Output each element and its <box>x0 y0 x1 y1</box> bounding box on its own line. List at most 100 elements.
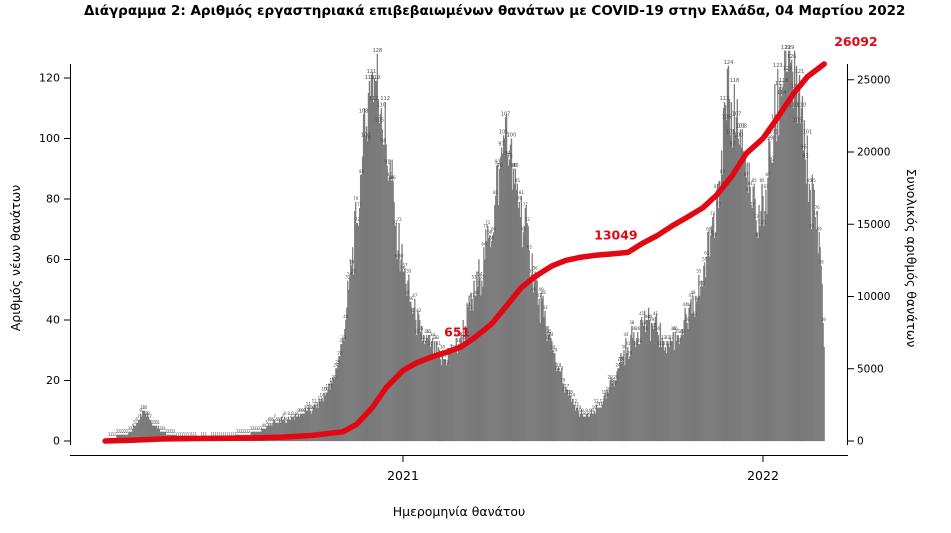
bar-label: 6 <box>277 417 280 422</box>
bar-label: 46 <box>408 296 414 301</box>
bar-label: 72 <box>525 217 531 222</box>
bar-label: 1 <box>230 432 233 437</box>
bar-label: 1 <box>234 432 237 437</box>
bar-label: 112 <box>380 96 390 102</box>
bar-label: 34 <box>454 332 460 337</box>
bar-label: 26 <box>617 356 623 361</box>
right-tick-label: 0 <box>857 436 864 448</box>
bar-label: 2 <box>124 429 127 434</box>
bar-label: 47 <box>412 293 418 298</box>
bar-label: 61 <box>704 251 710 256</box>
bar-label: 14 <box>320 393 326 398</box>
bar-label: 33 <box>661 335 667 340</box>
bar-label: 37 <box>651 323 657 328</box>
bar-label: 107 <box>732 111 742 117</box>
bar-label: 31 <box>428 341 434 346</box>
bar-label: 54 <box>477 272 483 277</box>
bar-label: 1 <box>220 432 223 437</box>
bar-label: 114 <box>777 90 787 96</box>
bar-label: 16 <box>322 387 328 392</box>
bar-label: 33 <box>432 335 438 340</box>
bar-label: 41 <box>653 311 659 316</box>
bar-label: 11 <box>596 402 602 407</box>
bar-label: 84 <box>748 181 754 186</box>
bar-label: 5 <box>153 420 156 425</box>
bar-label: 48 <box>473 290 479 295</box>
bar-label: 43 <box>542 305 548 310</box>
bar-label: 53 <box>345 275 351 280</box>
bar-label: 1 <box>175 432 178 437</box>
bar-label: 9 <box>139 408 142 413</box>
bar-label: 2 <box>236 429 239 434</box>
bar-label: 3 <box>250 426 253 431</box>
bar-label: 33 <box>341 335 347 340</box>
bar-label: 18 <box>612 381 618 386</box>
bar-label: 28 <box>627 350 633 355</box>
bar-label: 15 <box>602 390 608 395</box>
right-tick-label: 15000 <box>857 219 890 231</box>
bar-label: 1 <box>114 432 117 437</box>
bar-label: 76 <box>815 205 821 210</box>
bar-label: 44 <box>686 302 692 307</box>
bar-label: 42 <box>410 308 416 313</box>
bar-label: 11 <box>306 402 312 407</box>
bar-label: 85 <box>752 178 758 183</box>
bar-label: 47 <box>688 293 694 298</box>
bar-label: 2 <box>169 429 172 434</box>
bar-label: 33 <box>665 335 671 340</box>
right-tick-label: 20000 <box>857 147 890 159</box>
bar-label: 11 <box>316 402 322 407</box>
bar-label: 100 <box>507 133 517 139</box>
bar-label: 23 <box>554 365 560 370</box>
x-axis-title: Ημερομηνία θανάτου <box>393 504 526 519</box>
bar-label: 1 <box>226 432 229 437</box>
bar-label: 32 <box>339 338 345 343</box>
bar-label: 28 <box>337 350 343 355</box>
bar-label: 33 <box>420 335 426 340</box>
bar-label: 2 <box>116 429 119 434</box>
bar-label: 58 <box>819 260 825 265</box>
bar-label: 7 <box>137 414 140 419</box>
bar-label: 41 <box>639 311 645 316</box>
bar-label: 96 <box>800 145 806 151</box>
bar-label: 3 <box>159 426 162 431</box>
bar-label: 56 <box>400 266 406 271</box>
bar-label: 68 <box>487 229 493 234</box>
bar-label: 70 <box>809 223 815 228</box>
bar-label: 47 <box>537 293 543 298</box>
bar-label: 58 <box>349 260 355 265</box>
bar-label: 67 <box>712 232 718 237</box>
bar-label: 10 <box>310 405 316 410</box>
bar-label: 7 <box>293 414 296 419</box>
bar-label: 38 <box>629 320 635 325</box>
bar-label: 27 <box>442 353 448 358</box>
line-annotation: 13049 <box>594 227 638 242</box>
bar-label: 100 <box>361 133 371 139</box>
bar-label: 31 <box>667 341 673 346</box>
bar-label: 100 <box>734 133 744 139</box>
bar-label: 112 <box>369 96 379 102</box>
bar-label: 77 <box>716 202 722 207</box>
bar-label: 13 <box>318 396 324 401</box>
bar-label: 15 <box>566 390 572 395</box>
left-tick-label: 80 <box>46 193 60 206</box>
bar <box>823 347 825 442</box>
bar-label: 2 <box>244 429 247 434</box>
bar-label: 2 <box>118 429 121 434</box>
bar-label: 4 <box>264 423 267 428</box>
bar-label: 71 <box>761 220 767 225</box>
bar-label: 4 <box>262 423 265 428</box>
bar-label: 16 <box>562 387 568 392</box>
bar-label: 67 <box>756 232 762 237</box>
bar-label: 11 <box>574 402 580 407</box>
bar-label: 105 <box>793 117 803 123</box>
bar-label: 101 <box>499 130 509 136</box>
bar-label: 2 <box>248 429 251 434</box>
bar-label: 14 <box>604 393 610 398</box>
bar-label: 17 <box>327 384 333 389</box>
bar-label: 24 <box>333 362 339 367</box>
bar-label: 1 <box>183 432 186 437</box>
bar-label: 36 <box>631 326 637 331</box>
bar-label: 19 <box>560 378 566 383</box>
